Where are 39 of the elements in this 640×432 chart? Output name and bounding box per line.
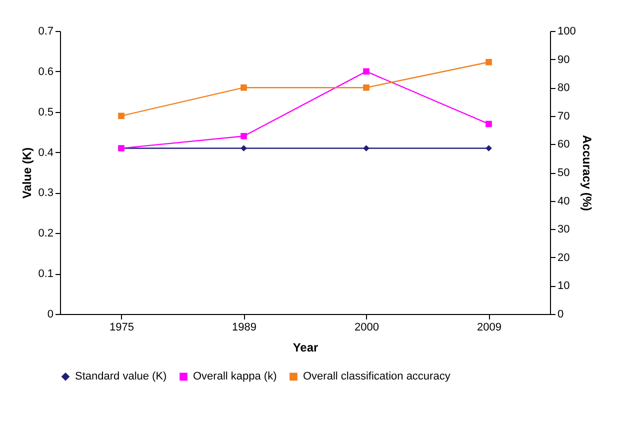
y2-tick-label: 60 xyxy=(558,138,570,151)
point xyxy=(486,58,492,66)
y2-tick-label: 10 xyxy=(558,280,570,292)
point xyxy=(363,145,370,152)
point xyxy=(240,84,247,91)
y-tick-label: 0.7 xyxy=(38,26,54,38)
y-tick-label: 0.5 xyxy=(38,106,54,118)
point xyxy=(240,145,247,152)
point xyxy=(240,132,247,140)
y2-tick-label: 90 xyxy=(558,54,570,66)
y-tick-label: 0.6 xyxy=(38,66,54,78)
y2-tick-label: 0 xyxy=(558,308,564,320)
y2-tick-label: 30 xyxy=(558,224,570,236)
y-tick-label: 0.2 xyxy=(38,228,54,240)
x-axis-title: Year xyxy=(292,340,319,354)
y2-tick-label: 20 xyxy=(558,252,570,264)
y2-tick-label: 80 xyxy=(558,82,570,94)
point xyxy=(486,120,492,128)
x-tick-label: 2000 xyxy=(354,322,379,334)
legend-label: Overall classification accuracy xyxy=(303,370,451,383)
point xyxy=(118,112,124,120)
y2-axis-title: Accuracy (%) xyxy=(580,134,594,212)
point xyxy=(363,68,370,75)
y-tick-label: 0 xyxy=(47,308,54,320)
y2-tick-label: 70 xyxy=(558,110,570,122)
y-tick-label: 0.1 xyxy=(38,268,54,280)
y2-tick-label: 40 xyxy=(558,195,570,208)
legend-label: Overall kappa (k) xyxy=(193,370,277,383)
x-tick-label: 1989 xyxy=(232,322,256,334)
y2-tick-label: 100 xyxy=(558,26,576,38)
point xyxy=(363,84,370,91)
y-tick-label: 0.3 xyxy=(38,187,54,200)
y2-tick-label: 50 xyxy=(558,167,570,179)
x-tick-label: 1975 xyxy=(110,322,134,334)
y-axis-title: Value (K) xyxy=(20,147,34,199)
x-tick-label: 2009 xyxy=(477,322,502,334)
point xyxy=(486,145,492,152)
legend-label: Standard value (K) xyxy=(75,370,167,383)
y-tick-label: 0.4 xyxy=(38,146,54,159)
